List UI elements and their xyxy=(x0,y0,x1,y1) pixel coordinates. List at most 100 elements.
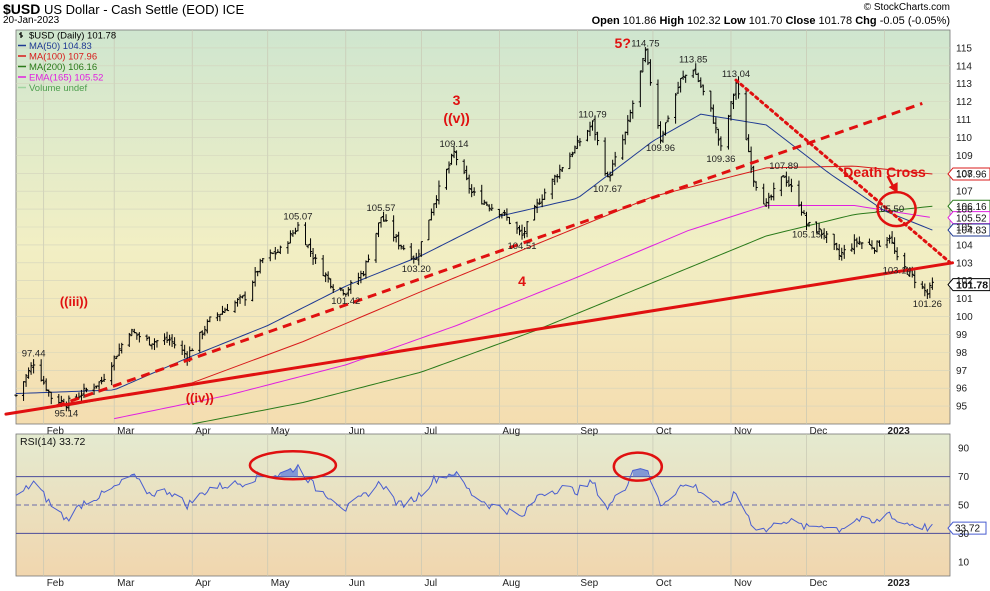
price-bar xyxy=(575,135,580,149)
copyright: © StockCharts.com xyxy=(863,2,950,13)
price-bar xyxy=(379,216,383,228)
price-bar xyxy=(855,237,859,248)
month-label: Mar xyxy=(117,426,135,437)
price-bar xyxy=(102,373,106,382)
price-bar xyxy=(306,244,310,249)
price-bar xyxy=(885,236,889,249)
price-bar xyxy=(341,289,345,296)
price-bar xyxy=(593,115,597,141)
ema165-line xyxy=(114,205,930,420)
price-bar xyxy=(840,247,844,261)
wave-annotation: 3 xyxy=(453,92,461,108)
ma100-line xyxy=(66,165,933,407)
price-bar xyxy=(155,339,159,348)
instrument-name: US Dollar - Cash Settle (EOD) xyxy=(43,2,219,17)
price-bar xyxy=(167,334,172,346)
month-label: Feb xyxy=(47,426,65,437)
price-bar xyxy=(779,176,783,197)
price-bar xyxy=(324,272,328,283)
price-bar xyxy=(271,252,275,255)
price-bar xyxy=(220,305,225,315)
price-bar xyxy=(762,183,766,205)
rsi-month-label: Nov xyxy=(734,578,752,589)
price-bar xyxy=(92,383,96,395)
price-bar xyxy=(32,359,36,374)
price-bar xyxy=(44,378,48,392)
price-bar xyxy=(162,333,167,345)
price-bar xyxy=(485,201,489,206)
rsi-month-label: Sep xyxy=(580,578,598,589)
high-value: 102.32 xyxy=(686,15,721,27)
price-tick-label: 102 xyxy=(956,276,973,287)
price-bars xyxy=(14,47,934,412)
price-tick-label: 108 xyxy=(956,169,973,180)
price-bar xyxy=(361,270,366,277)
price-bar xyxy=(288,230,293,244)
rsi-overbought-fill xyxy=(280,464,298,477)
value-tag-text: 106.16 xyxy=(956,202,987,213)
legend-entry: EMA(165) 105.52 xyxy=(29,73,103,84)
price-bar xyxy=(434,195,439,209)
legend-entry: MA(50) 104.83 xyxy=(29,41,92,52)
price-bar xyxy=(661,130,665,143)
price-label: 105.57 xyxy=(367,203,396,214)
price-bar xyxy=(802,210,806,215)
price-tick-label: 104 xyxy=(956,240,973,251)
price-bar xyxy=(631,100,635,119)
month-label: Jun xyxy=(349,426,365,437)
price-bar xyxy=(313,254,318,264)
rsi-month-label: Oct xyxy=(656,578,672,589)
price-bar xyxy=(729,101,733,121)
price-bar xyxy=(789,178,793,193)
price-bar xyxy=(626,115,630,136)
wave-annotation: 4 xyxy=(518,273,526,289)
rsi-tick-label: 30 xyxy=(958,529,970,540)
rsi-series xyxy=(15,463,933,534)
rsi-month-label: Apr xyxy=(195,578,211,589)
price-tick-label: 113 xyxy=(956,79,972,90)
price-label: 105.50 xyxy=(875,204,904,215)
price-bar xyxy=(807,221,811,227)
price-bar xyxy=(928,282,932,299)
rsi-tick-label: 50 xyxy=(958,501,970,512)
rsi-tag-text: 33.72 xyxy=(955,524,980,535)
price-tick-label: 105 xyxy=(956,223,973,234)
month-label: Nov xyxy=(734,426,752,437)
main-gridlines xyxy=(16,30,950,424)
price-label: 101.26 xyxy=(913,299,942,310)
price-bar xyxy=(243,291,247,306)
price-bar xyxy=(490,203,494,211)
price-bar xyxy=(349,280,353,294)
price-tick-label: 95 xyxy=(956,402,968,413)
price-tick-label: 98 xyxy=(956,348,968,359)
price-bar xyxy=(137,332,141,343)
price-bar xyxy=(832,233,836,250)
value-tag-box xyxy=(947,278,990,292)
price-bar xyxy=(42,375,46,385)
low-value: 101.70 xyxy=(748,15,783,27)
price-bar xyxy=(850,243,854,252)
price-tick-label: 109 xyxy=(956,151,973,162)
price-bar xyxy=(658,121,663,144)
price-bar xyxy=(190,348,194,352)
legend-entry: MA(100) 107.96 xyxy=(29,52,97,63)
price-label: 109.36 xyxy=(706,154,735,165)
wave-annotations: 5? 3 ((v)) 4 ((iii)) ((iv)) Death Cross RSI(14)… xyxy=(20,35,926,482)
price-bar xyxy=(731,93,736,110)
price-bar xyxy=(568,152,572,170)
price-bar xyxy=(346,286,350,297)
price-bar xyxy=(784,171,788,187)
rsi-month-label: May xyxy=(271,578,290,589)
exchange: ICE xyxy=(222,2,245,17)
rsi-month-label: Jul xyxy=(424,578,437,589)
price-bar xyxy=(273,246,277,260)
price-bar xyxy=(449,153,454,165)
price-bar xyxy=(99,376,104,385)
price-tick-label: 97 xyxy=(956,366,968,377)
rsi-title: RSI(14) 33.72 xyxy=(20,436,86,448)
price-bar xyxy=(198,331,202,353)
price-bar xyxy=(638,70,642,108)
price-bar xyxy=(115,355,119,360)
price-bar xyxy=(877,240,882,247)
change-value: -0.05 (-0.05%) xyxy=(879,15,950,27)
